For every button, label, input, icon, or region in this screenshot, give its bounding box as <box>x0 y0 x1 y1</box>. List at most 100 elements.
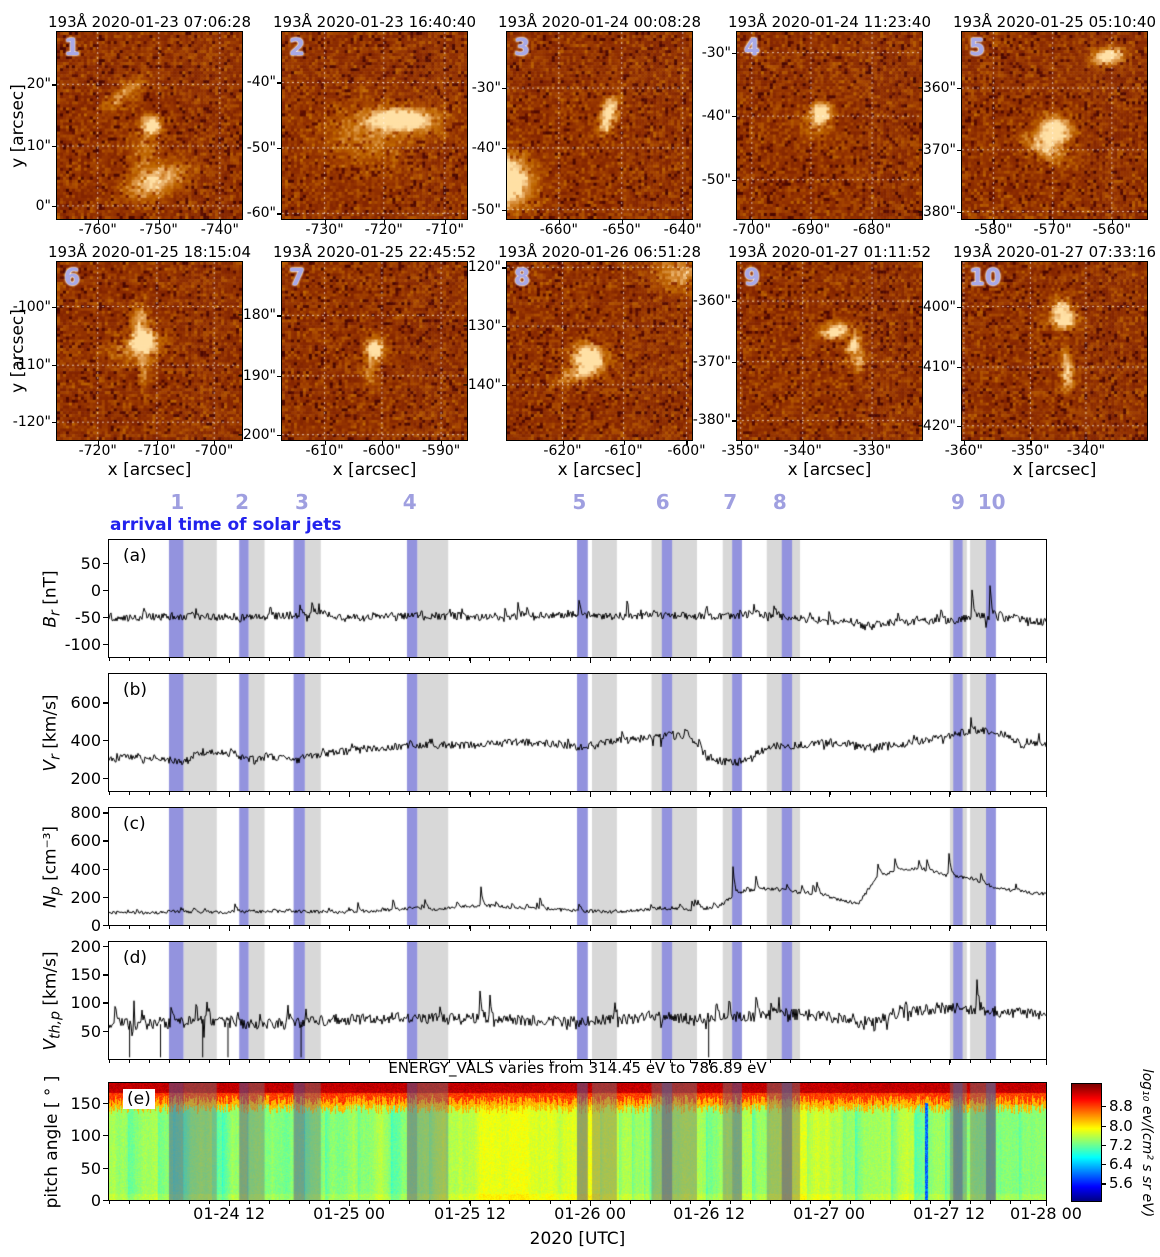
panel-c <box>108 807 1047 926</box>
aia-ytick-label: -120" <box>12 414 51 431</box>
aia-xtick-label: -350" <box>1011 443 1050 459</box>
panel-c-xtick-minor <box>129 925 131 929</box>
panel-d-xtick-minor <box>509 1059 511 1063</box>
aia-panel-5-title: 193Å 2020-01-25 05:10:40 <box>953 13 1156 31</box>
panel-d-xtick-minor <box>549 1059 551 1063</box>
panel-b-ytick-label: 600 <box>70 693 101 713</box>
panel-a-xtick-major <box>470 657 472 663</box>
panel-c-xtick-minor <box>829 925 831 929</box>
panel-d-xtick-minor <box>269 1059 271 1063</box>
aia-ytick-label: -30" <box>701 44 731 61</box>
panel-c-xtick-major <box>829 925 831 931</box>
panel-a-xtick-minor <box>329 657 331 661</box>
jet-number-1: 1 <box>170 490 185 514</box>
panel-b-xtick-minor <box>289 791 291 795</box>
aia-xtick-label: -760" <box>78 222 117 238</box>
panel-a-xtick-minor <box>649 657 651 661</box>
aia-ytick-mark <box>277 213 282 215</box>
aia-xtick-mark <box>1111 219 1114 224</box>
aia-xtick-label: -330" <box>852 443 892 459</box>
panel-d-ytick-mark <box>103 1030 109 1033</box>
panel-c-ytick-label: 800 <box>70 803 101 823</box>
panel-d-xtick-minor <box>929 1059 931 1063</box>
jet-number-3: 3 <box>295 490 309 514</box>
panel-a-ytick-mark <box>103 589 109 591</box>
panel-a-xtick-major <box>1046 657 1048 663</box>
aia-x-axis-label: x [arcsec] <box>787 460 872 480</box>
jet-number-10: 10 <box>977 490 1006 514</box>
aia-xtick-label: -660" <box>539 222 578 238</box>
panel-e-xtick-minor <box>789 1200 791 1204</box>
aia-xtick-mark <box>156 440 159 445</box>
aia-xtick-label: -690" <box>791 222 831 238</box>
panel-b-xtick-minor <box>169 791 171 795</box>
aia-ytick-mark <box>277 147 282 150</box>
panel-a-xtick-minor <box>769 657 771 661</box>
colorbar-tick-label: 8.8 <box>1109 1097 1133 1116</box>
panel-b-ytick-mark <box>103 777 109 780</box>
aia-xtick-label: -580" <box>974 222 1013 238</box>
panel-c-xtick-minor <box>109 925 110 929</box>
aia-panel-8-number: 8 <box>514 265 531 291</box>
aia-panel-8-title: 193Å 2020-01-26 06:51:28 <box>498 243 701 261</box>
aia-xtick-mark <box>682 219 684 224</box>
panel-a-xtick-minor <box>809 657 811 661</box>
panel-e-xtick-minor <box>109 1200 110 1204</box>
panel-c-xtick-minor <box>469 925 471 929</box>
panel-a-xtick-minor <box>169 657 171 661</box>
aia-panel-9-image <box>737 262 922 440</box>
panel-c-xtick-major <box>470 925 472 931</box>
panel-d-xtick-minor <box>669 1059 671 1063</box>
panel-a-xtick-minor <box>489 657 491 661</box>
aia-xtick-label: -750" <box>139 222 178 238</box>
panel-e-xtick-minor <box>949 1200 951 1204</box>
panel-b-xtick-minor <box>649 791 651 795</box>
panel-a-xtick-minor <box>889 657 891 661</box>
colorbar-label: log₁₀ ev/(cm² s sr eV) <box>1139 1068 1155 1218</box>
panel-e-xtick-minor <box>1010 1200 1012 1204</box>
aia-panel-3-title: 193Å 2020-01-24 00:08:28 <box>498 13 701 31</box>
panel-c-plot <box>109 808 1046 925</box>
aia-ytick-label: -50" <box>471 201 501 218</box>
panel-b-xtick-minor <box>709 791 711 795</box>
aia-panel-9-number: 9 <box>744 265 761 291</box>
aia-panel-6 <box>56 261 243 441</box>
panel-e-letter: (e) <box>123 1089 155 1109</box>
panel-a-xtick-minor <box>869 657 871 661</box>
panel-c-xtick-minor <box>229 925 231 929</box>
aia-xtick-mark <box>324 440 326 445</box>
aia-ytick-label: -40" <box>471 139 501 156</box>
panel-b-xtick-minor <box>1010 791 1012 795</box>
aia-xtick-label: -600" <box>667 443 706 459</box>
panel-d-xtick-minor <box>449 1059 451 1063</box>
panel-b-xtick-minor <box>549 791 551 795</box>
panel-a-ytick-label: -100 <box>64 634 101 654</box>
time-axis-label: 2020 [UTC] <box>529 1229 626 1249</box>
aia-panel-7-title: 193Å 2020-01-25 22:45:52 <box>273 243 476 261</box>
panel-a-xtick-minor <box>829 657 831 661</box>
aia-ytick-label: -420" <box>917 417 956 434</box>
panel-d-xtick-major <box>949 1059 951 1065</box>
panel-a <box>108 539 1047 658</box>
panel-b-xtick-minor <box>409 791 411 795</box>
panel-e-xtick-minor <box>649 1200 651 1204</box>
panel-a-xtick-minor <box>109 657 110 661</box>
aia-xtick-mark <box>441 440 443 445</box>
panel-d-ytick-mark <box>103 974 109 976</box>
panel-b-xtick-minor <box>609 791 611 795</box>
panel-e-xtick-minor <box>389 1200 391 1204</box>
panel-a-xtick-minor <box>569 657 571 661</box>
aia-ytick-label: -40" <box>701 108 731 125</box>
panel-d-xtick-minor <box>529 1059 531 1063</box>
panel-b-xtick-major <box>709 791 711 797</box>
aia-panel-6-number: 6 <box>64 265 81 291</box>
panel-e-xtick-minor <box>329 1200 331 1204</box>
panel-d-xtick-minor <box>729 1059 731 1063</box>
aia-ytick-mark <box>732 361 737 363</box>
aia-ytick-label: -50" <box>701 171 731 188</box>
panel-c-xtick-minor <box>329 925 331 929</box>
panel-c-ytick-label: 600 <box>70 831 101 851</box>
panel-a-xtick-minor <box>1030 657 1032 661</box>
panel-e-xtick-minor <box>549 1200 551 1204</box>
panel-c-ytick-label: 0 <box>90 916 101 935</box>
